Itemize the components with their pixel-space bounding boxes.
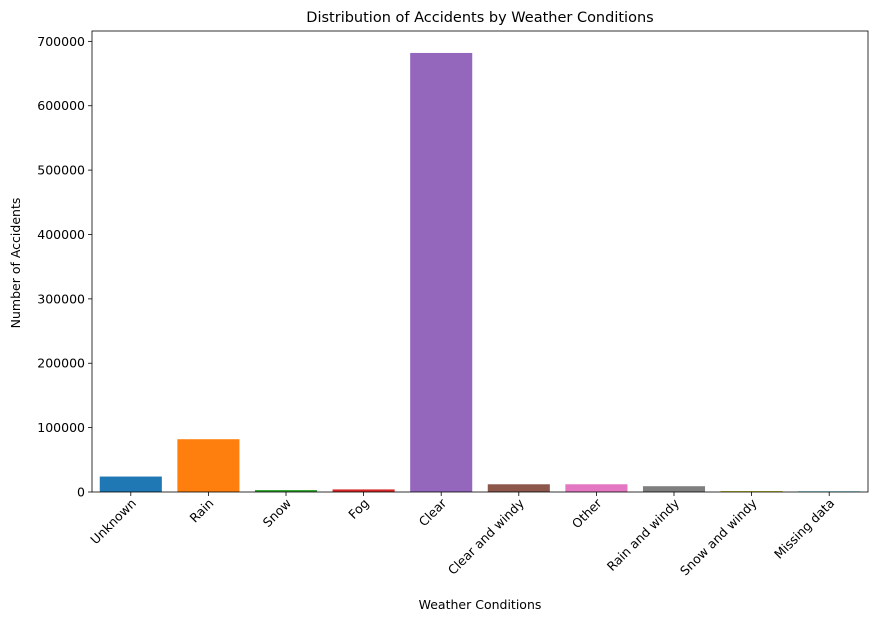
plot-frame: [91, 30, 869, 493]
bar-clear-and-windy: [487, 484, 550, 492]
bar-snow: [254, 490, 318, 492]
x-axis-label: Weather Conditions: [419, 597, 542, 612]
bar-rain: [177, 439, 240, 492]
chart-title: Distribution of Accidents by Weather Con…: [306, 10, 653, 26]
bar-rain-and-windy: [642, 486, 706, 492]
x-tick-label: Fog: [345, 496, 371, 522]
x-tick-label: Clear: [416, 495, 450, 529]
bar-fog: [332, 489, 395, 492]
x-tick-label: Rain and windy: [604, 495, 683, 574]
bars-group: [99, 52, 861, 492]
x-tick-label: Rain: [186, 496, 216, 526]
x-tick-label: Snow and windy: [677, 495, 760, 578]
y-tick-label: 200000: [37, 356, 85, 371]
y-tick-label: 700000: [37, 34, 85, 49]
y-tick-label: 400000: [37, 227, 85, 242]
y-tick-label: 300000: [37, 291, 85, 306]
y-tick-label: 500000: [37, 163, 85, 178]
bar-clear: [410, 52, 473, 492]
y-axis-label: Number of Accidents: [8, 198, 23, 329]
x-tick-label: Missing data: [771, 496, 837, 562]
bar-snow-and-windy: [720, 491, 783, 492]
bar-unknown: [99, 476, 162, 492]
y-tick-label: 0: [77, 485, 85, 500]
x-tick-label: Unknown: [87, 496, 139, 548]
bar-other: [565, 484, 628, 492]
x-tick-label: Other: [569, 495, 605, 531]
y-tick-label: 600000: [37, 98, 85, 113]
x-tick-label: Clear and windy: [445, 495, 528, 578]
x-tick-label: Snow: [260, 496, 294, 530]
y-axis-ticks: 0 100000 200000 300000 400000 500000 600000 700…: [37, 34, 92, 500]
y-tick-label: 100000: [37, 420, 85, 435]
